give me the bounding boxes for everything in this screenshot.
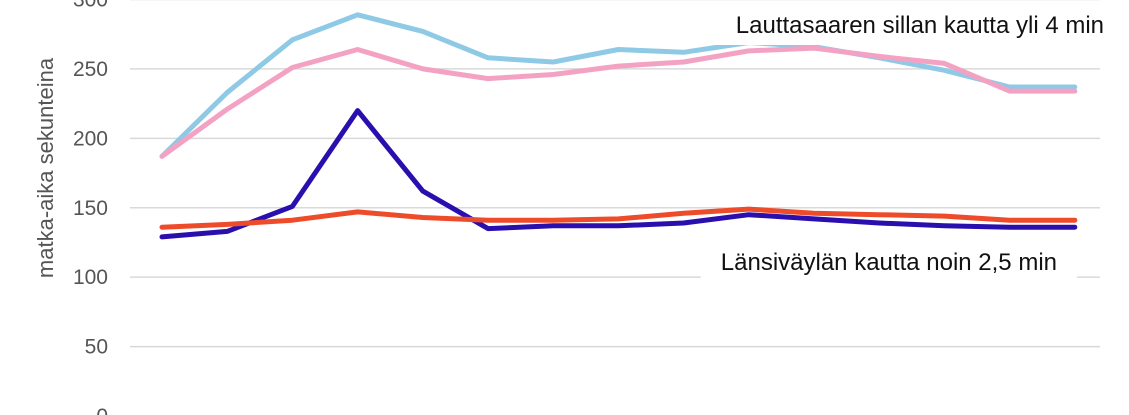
y-tick-label: 50	[85, 336, 108, 359]
y-axis-label: matka-aika sekunteina	[33, 57, 58, 278]
annotation-lansivayla: Länsiväylän kautta noin 2,5 min	[721, 249, 1057, 276]
y-tick-label: 200	[73, 127, 108, 150]
y-axis-tick-labels: 0 50 100 150 200 250 300	[73, 0, 108, 415]
annotation-background	[700, 243, 1077, 282]
annotation-lauttasaari: Lauttasaaren sillan kautta yli 4 min	[736, 12, 1104, 39]
annotation-background	[715, 6, 1124, 45]
y-tick-label: 100	[73, 266, 108, 289]
series-lines	[159, 12, 1078, 240]
annotations: Lauttasaaren sillan kautta yli 4 min Län…	[700, 6, 1124, 282]
y-tick-label: 250	[73, 58, 108, 81]
series-line-1	[159, 45, 1078, 159]
series-line-0	[159, 12, 1078, 159]
y-tick-label: 0	[96, 405, 108, 415]
series-line-2	[159, 108, 1078, 240]
series-line-3	[159, 206, 1078, 230]
y-tick-label: 150	[73, 197, 108, 220]
y-tick-label: 300	[73, 0, 108, 12]
